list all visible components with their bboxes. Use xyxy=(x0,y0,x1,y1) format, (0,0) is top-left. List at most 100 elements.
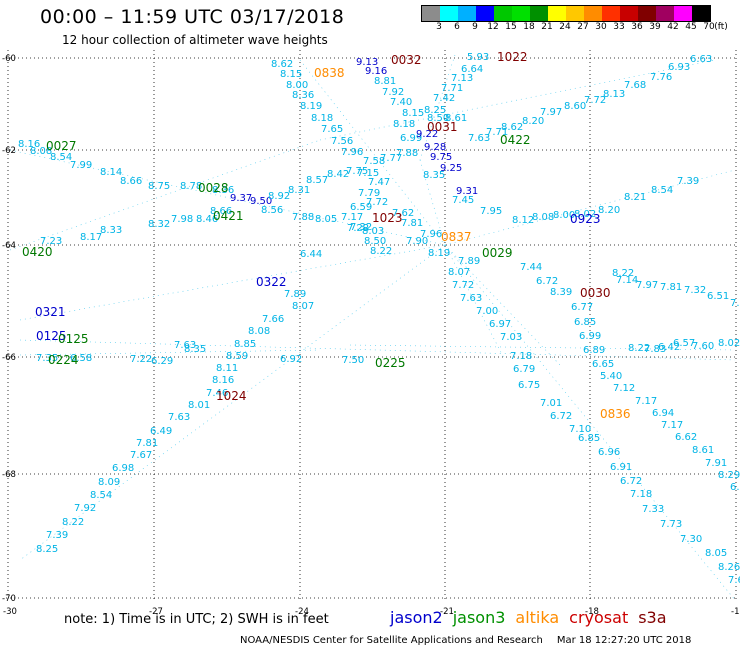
satellite-legend-item: jason3 xyxy=(452,608,506,627)
wave-height-value: 6.93 xyxy=(730,482,740,493)
pass-time-label: 0836 xyxy=(600,407,631,421)
ground-track xyxy=(299,59,446,246)
wave-height-value: 7.76 xyxy=(650,72,672,83)
wave-height-value: 8.81 xyxy=(374,76,396,87)
wave-height-value: 7.10 xyxy=(569,424,591,435)
credit-text: NOAA/NESDIS Center for Satellite Applica… xyxy=(240,635,543,646)
wave-height-value: 7.68 xyxy=(624,80,646,91)
pass-time-label: 0028 xyxy=(198,181,229,195)
wave-height-value: 8.18 xyxy=(393,119,415,130)
pass-time-label: 0029 xyxy=(482,246,513,260)
pass-time-labels: 0032 1022 0838 0027 0031 0422 0028 0421 1023 0923… xyxy=(22,50,631,421)
wave-height-value: 8.25 xyxy=(36,544,58,555)
generated-timestamp: Mar 18 12:27:20 UTC 2018 xyxy=(556,635,692,646)
wave-height-value: 6.72 xyxy=(550,411,572,422)
legend-tick-label: (ft) xyxy=(714,22,728,32)
wave-height-value: 8.61 xyxy=(692,445,714,456)
wave-height-value: 7.89 xyxy=(284,289,306,300)
wave-height-value: 6.59 xyxy=(350,202,372,213)
wave-height-value: 6.94 xyxy=(652,408,674,419)
wave-height-value: 7.32 xyxy=(350,222,372,233)
wave-height-value: 7.66 xyxy=(262,314,284,325)
wave-height-value: 7.40 xyxy=(390,97,412,108)
wave-height-value: 8.31 xyxy=(288,185,310,196)
wave-height-value: 7.13 xyxy=(451,73,473,84)
wave-height-value: 8.61 xyxy=(445,113,467,124)
wave-height-value: 6.49 xyxy=(150,426,172,437)
wave-height-value: 8.78 xyxy=(180,181,202,192)
wave-height-value: 7.47 xyxy=(368,177,390,188)
pass-time-label: 0422 xyxy=(500,133,531,147)
wave-height-value: 8.36 xyxy=(292,90,314,101)
wave-height-value: 6.79 xyxy=(513,364,535,375)
legend-tick-label: 3 xyxy=(436,22,442,32)
wave-height-value: 7.89 xyxy=(458,256,480,267)
wave-height-value: 6.75 xyxy=(518,380,540,391)
wave-height-value: 8.07 xyxy=(292,301,314,312)
wave-height-value: 8.13 xyxy=(603,89,625,100)
latitude-label: -66 xyxy=(2,353,16,363)
wave-height-value: 7.99 xyxy=(70,160,92,171)
wave-height-value: 7.45 xyxy=(452,195,474,206)
wave-height-value: 8.19 xyxy=(300,101,322,112)
longitude-label: -18 xyxy=(585,607,599,617)
legend-tick-label: 9 xyxy=(472,22,478,32)
wave-height-value: 8.11 xyxy=(216,363,238,374)
wave-height-value: 7.98 xyxy=(171,214,193,225)
pass-time-label: 0321 xyxy=(35,305,66,319)
legend-swatch xyxy=(566,6,584,21)
wave-height-value: 7.42 xyxy=(433,93,455,104)
latitude-label: -62 xyxy=(2,146,16,156)
note-text: note: 1) Time is in UTC; 2) SWH is in fe… xyxy=(64,612,329,627)
wave-height-value: 8.05 xyxy=(705,548,727,559)
legend-swatch xyxy=(440,6,458,21)
wave-height-value: 8.07 xyxy=(448,267,470,278)
legend-swatch xyxy=(422,6,440,21)
legend-swatch xyxy=(692,6,710,21)
wave-height-value: 9.28 xyxy=(424,142,446,153)
wave-height-value: 7.17 xyxy=(341,212,363,223)
ground-track xyxy=(19,244,446,561)
satellite-legend: jason2 jason3 altika cryosat s3a xyxy=(390,608,677,627)
legend-swatch xyxy=(476,6,494,21)
pass-time-label: 0838 xyxy=(314,66,345,80)
longitude-label: -27 xyxy=(149,607,163,617)
wave-height-value: 7.63 xyxy=(168,412,190,423)
wave-height-value: 6.77 xyxy=(571,302,593,313)
wave-height-value: 7.30 xyxy=(680,534,702,545)
wave-height-value: 7.18 xyxy=(510,351,532,362)
wave-height-value: 8.15 xyxy=(402,108,424,119)
wave-height-value: 9.75 xyxy=(430,152,452,163)
legend-swatch xyxy=(512,6,530,21)
wave-height-value: 8.14 xyxy=(100,167,122,178)
wave-height-value: 8.42 xyxy=(327,169,349,180)
wave-height-value: 8.29 xyxy=(718,470,740,481)
wave-height-value: 8.36 xyxy=(212,185,234,196)
wave-height-value: 8.09 xyxy=(98,477,120,488)
legend-swatch xyxy=(638,6,656,21)
satellite-legend-item: jason2 xyxy=(390,608,443,627)
pass-time-label: 1024 xyxy=(216,389,247,403)
wave-height-value: 8.05 xyxy=(315,214,337,225)
legend-tick-label: 12 xyxy=(487,22,499,32)
wave-height-value: 6.64 xyxy=(461,64,483,75)
wave-height-value: 8.26 xyxy=(718,562,740,573)
wave-height-value: 7.65 xyxy=(321,124,343,135)
wave-height-value: 7.81 xyxy=(660,282,682,293)
legend-swatch xyxy=(620,6,638,21)
longitude-label: -21 xyxy=(440,607,454,617)
wave-height-value: 6.85 xyxy=(578,433,600,444)
wave-height-value: 6.85 xyxy=(574,317,596,328)
wave-height-value: 8.35 xyxy=(184,344,206,355)
legend-swatch xyxy=(458,6,476,21)
legend-swatch xyxy=(530,6,548,21)
legend-tick-label: 21 xyxy=(541,22,553,32)
latitude-label: -68 xyxy=(2,470,16,480)
wave-height-value: 8.32 xyxy=(148,219,170,230)
wave-height-value: 9.16 xyxy=(365,66,387,77)
wave-height-value: 8.66 xyxy=(210,206,232,217)
legend-tick-label: 45 xyxy=(685,22,697,32)
wave-height-value: 8.20 xyxy=(522,116,544,127)
ground-track xyxy=(349,344,736,351)
wave-height-value: 7.81 xyxy=(401,218,423,229)
